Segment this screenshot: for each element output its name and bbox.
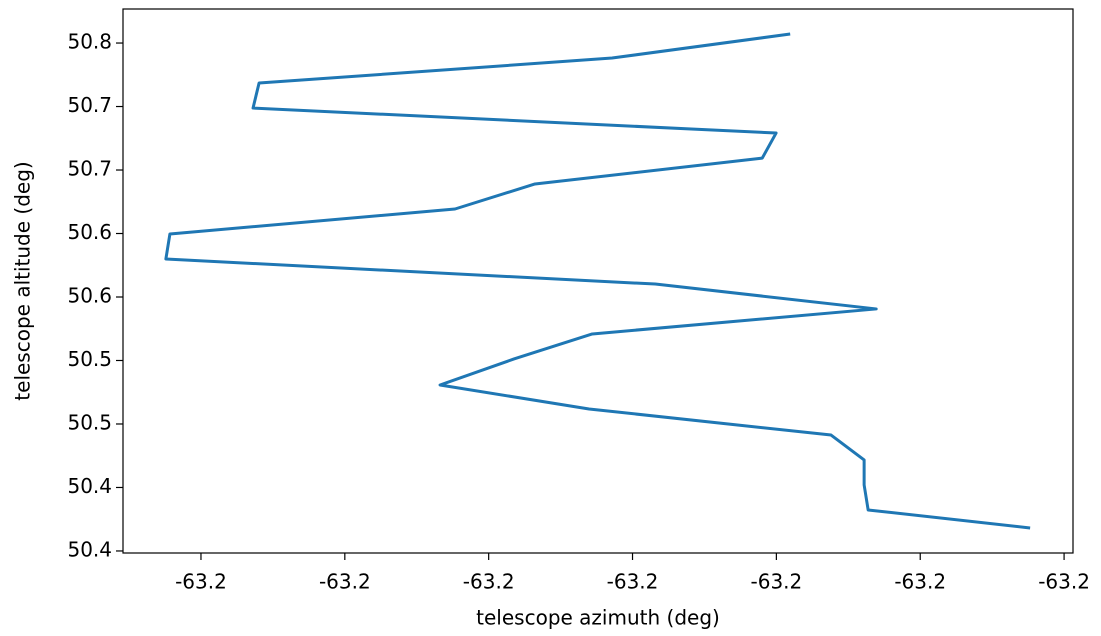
y-tick-label: 50.8 (67, 30, 112, 54)
y-tick-label: 50.7 (67, 157, 112, 181)
x-tick-label: -63.2 (463, 570, 515, 594)
x-tick-label: -63.2 (319, 570, 371, 594)
x-axis-label: telescope azimuth (deg) (476, 606, 720, 630)
plot-frame (122, 8, 1074, 554)
x-tick-label: -63.2 (751, 570, 803, 594)
x-tick-label: -63.2 (894, 570, 946, 594)
y-axis-label: telescope altitude (deg) (11, 161, 35, 400)
x-tick-label: -63.2 (1038, 570, 1090, 594)
y-tick-label: 50.6 (67, 284, 112, 308)
y-tick-label: 50.7 (67, 93, 112, 117)
data-line (164, 32, 1031, 530)
x-tick-label: -63.2 (607, 570, 659, 594)
y-tick-label: 50.6 (67, 220, 112, 244)
y-tick-label: 50.4 (67, 474, 112, 498)
x-tick-label: -63.2 (175, 570, 227, 594)
y-tick-label: 50.5 (67, 410, 112, 434)
y-tick-label: 50.4 (67, 537, 112, 561)
y-tick-label: 50.5 (67, 347, 112, 371)
